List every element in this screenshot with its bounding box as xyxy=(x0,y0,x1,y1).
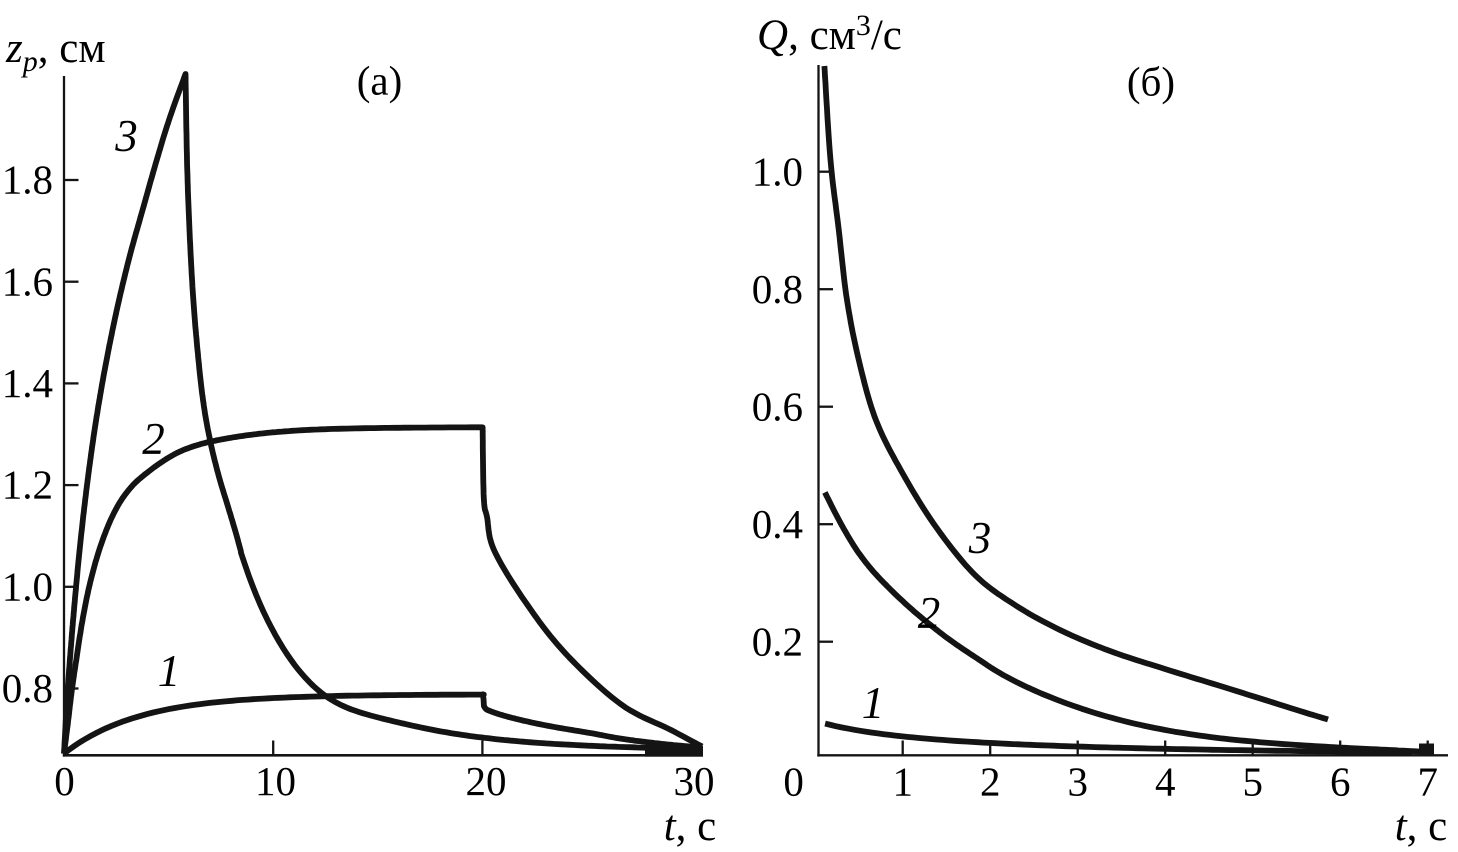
svg-text:0.6: 0.6 xyxy=(752,383,803,429)
svg-text:1: 1 xyxy=(892,759,913,805)
svg-text:t, с: t, с xyxy=(664,803,717,850)
svg-text:1: 1 xyxy=(862,678,885,728)
svg-text:7: 7 xyxy=(1417,759,1438,805)
svg-text:10: 10 xyxy=(255,758,296,804)
svg-text:3: 3 xyxy=(114,111,138,161)
svg-text:4: 4 xyxy=(1155,759,1176,805)
svg-text:(а): (а) xyxy=(357,58,403,104)
svg-text:1.6: 1.6 xyxy=(2,258,53,304)
svg-text:1.0: 1.0 xyxy=(2,563,53,609)
svg-text:5: 5 xyxy=(1242,759,1263,805)
svg-text:2: 2 xyxy=(142,414,165,464)
svg-text:Q, см3/с: Q, см3/с xyxy=(757,9,902,59)
svg-text:2: 2 xyxy=(980,759,1001,805)
svg-text:zp, см: zp, см xyxy=(5,25,106,78)
svg-text:6: 6 xyxy=(1330,759,1351,805)
svg-text:0: 0 xyxy=(54,758,75,804)
svg-text:20: 20 xyxy=(466,758,507,804)
svg-text:1.8: 1.8 xyxy=(2,157,53,203)
svg-text:0.2: 0.2 xyxy=(752,618,803,664)
svg-text:t, с: t, с xyxy=(1395,803,1448,850)
svg-text:1.4: 1.4 xyxy=(2,360,53,406)
svg-text:30: 30 xyxy=(674,758,715,804)
svg-text:1: 1 xyxy=(158,646,181,696)
svg-text:3: 3 xyxy=(968,513,992,563)
svg-text:0.4: 0.4 xyxy=(752,501,803,547)
svg-text:0.8: 0.8 xyxy=(2,665,53,711)
svg-text:3: 3 xyxy=(1067,759,1088,805)
svg-text:2: 2 xyxy=(918,588,941,638)
svg-text:0.8: 0.8 xyxy=(752,266,803,312)
svg-text:0: 0 xyxy=(783,759,804,805)
svg-text:1.0: 1.0 xyxy=(752,148,803,194)
svg-text:(б): (б) xyxy=(1127,58,1175,104)
svg-text:1.2: 1.2 xyxy=(2,462,53,508)
